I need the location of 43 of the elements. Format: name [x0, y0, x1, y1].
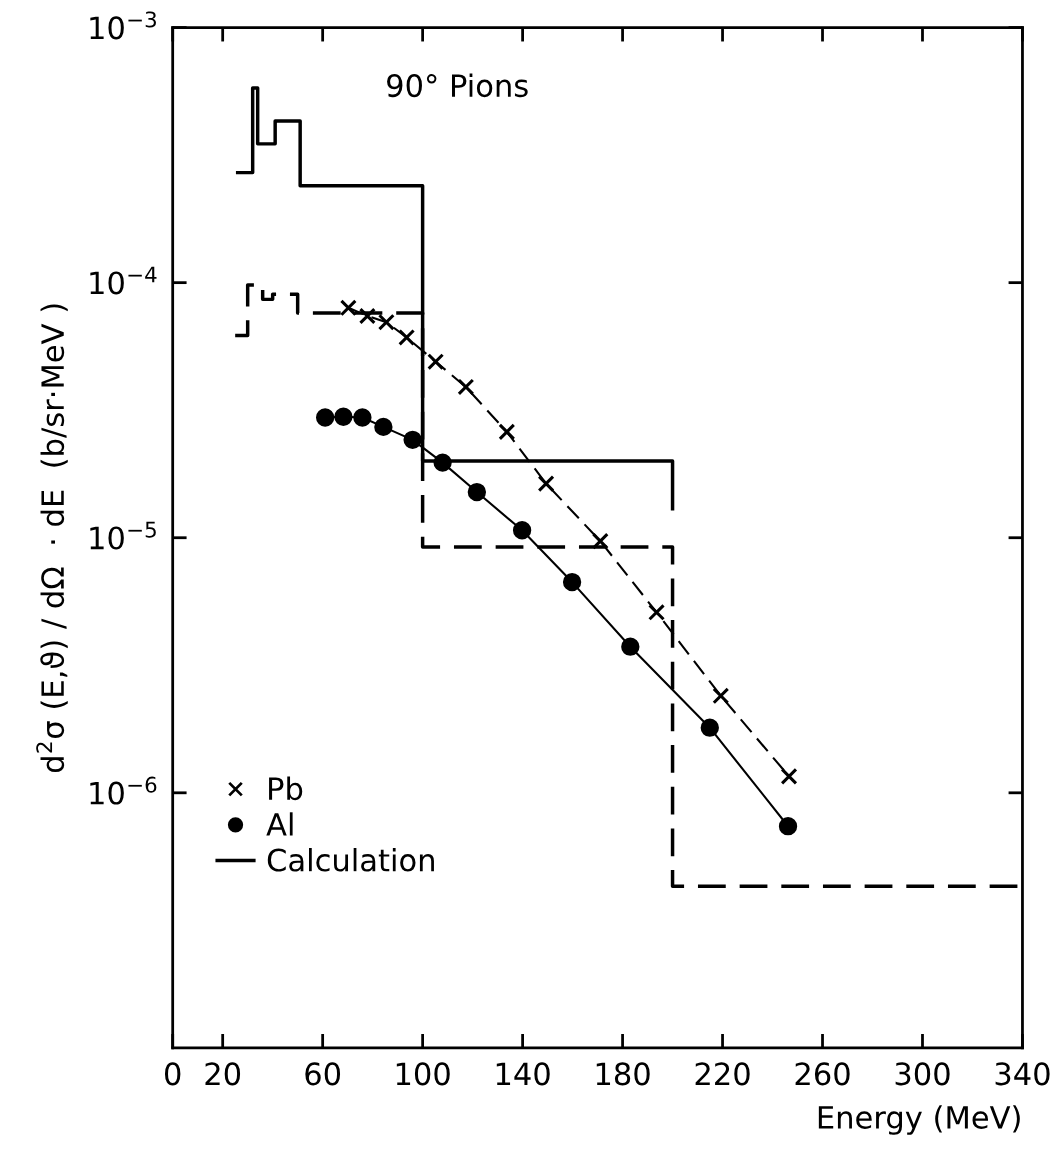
y-tick-label: 10$^{−6}$ — [90, 776, 157, 805]
x-tick-label: 140 — [496, 1062, 550, 1086]
point — [457, 378, 475, 396]
point — [358, 307, 376, 325]
point — [591, 532, 609, 550]
point — [498, 423, 516, 441]
point — [621, 637, 640, 656]
x-tick-label: 260 — [795, 1062, 850, 1086]
point — [374, 417, 393, 437]
x-tick-label: 340 — [995, 1062, 1050, 1086]
x-tick-label: 220 — [695, 1062, 750, 1086]
point — [562, 572, 582, 592]
x-tick-label: 180 — [596, 1062, 650, 1086]
y-tick-label: 10$^{−4}$ — [90, 266, 157, 295]
point — [398, 328, 416, 346]
legend-label: Al — [266, 812, 293, 836]
point — [700, 718, 719, 737]
point — [334, 407, 353, 426]
point — [467, 482, 487, 502]
point — [403, 430, 422, 449]
point — [315, 408, 335, 427]
point — [353, 408, 372, 427]
point — [712, 687, 730, 705]
x-axis-title: Energy (MeV) — [818, 1105, 1020, 1135]
legend-label: Pb — [269, 776, 303, 801]
x-tick-label: 100 — [396, 1062, 450, 1086]
y-tick-label: 10$^{−3}$ — [90, 11, 156, 40]
annotation: 90° Pions — [387, 73, 528, 98]
legend-label: Calculation — [267, 847, 434, 872]
point — [778, 817, 798, 836]
point — [427, 353, 445, 371]
x-tick-label: 0 — [164, 1062, 181, 1086]
point — [648, 603, 666, 621]
point — [537, 475, 555, 493]
x-tick-label: 300 — [895, 1062, 950, 1086]
x-tick-label: 60 — [305, 1062, 341, 1086]
point — [377, 313, 395, 331]
point — [339, 299, 357, 317]
point — [512, 521, 532, 540]
point — [780, 767, 798, 785]
y-axis-title: d$^{2}$σ (E,ϑ) / dΩ · dE (b/sr·MeV ) — [36, 304, 68, 773]
y-tick-label: 10$^{−5}$ — [90, 521, 156, 550]
x-tick-label: 20 — [205, 1062, 241, 1086]
